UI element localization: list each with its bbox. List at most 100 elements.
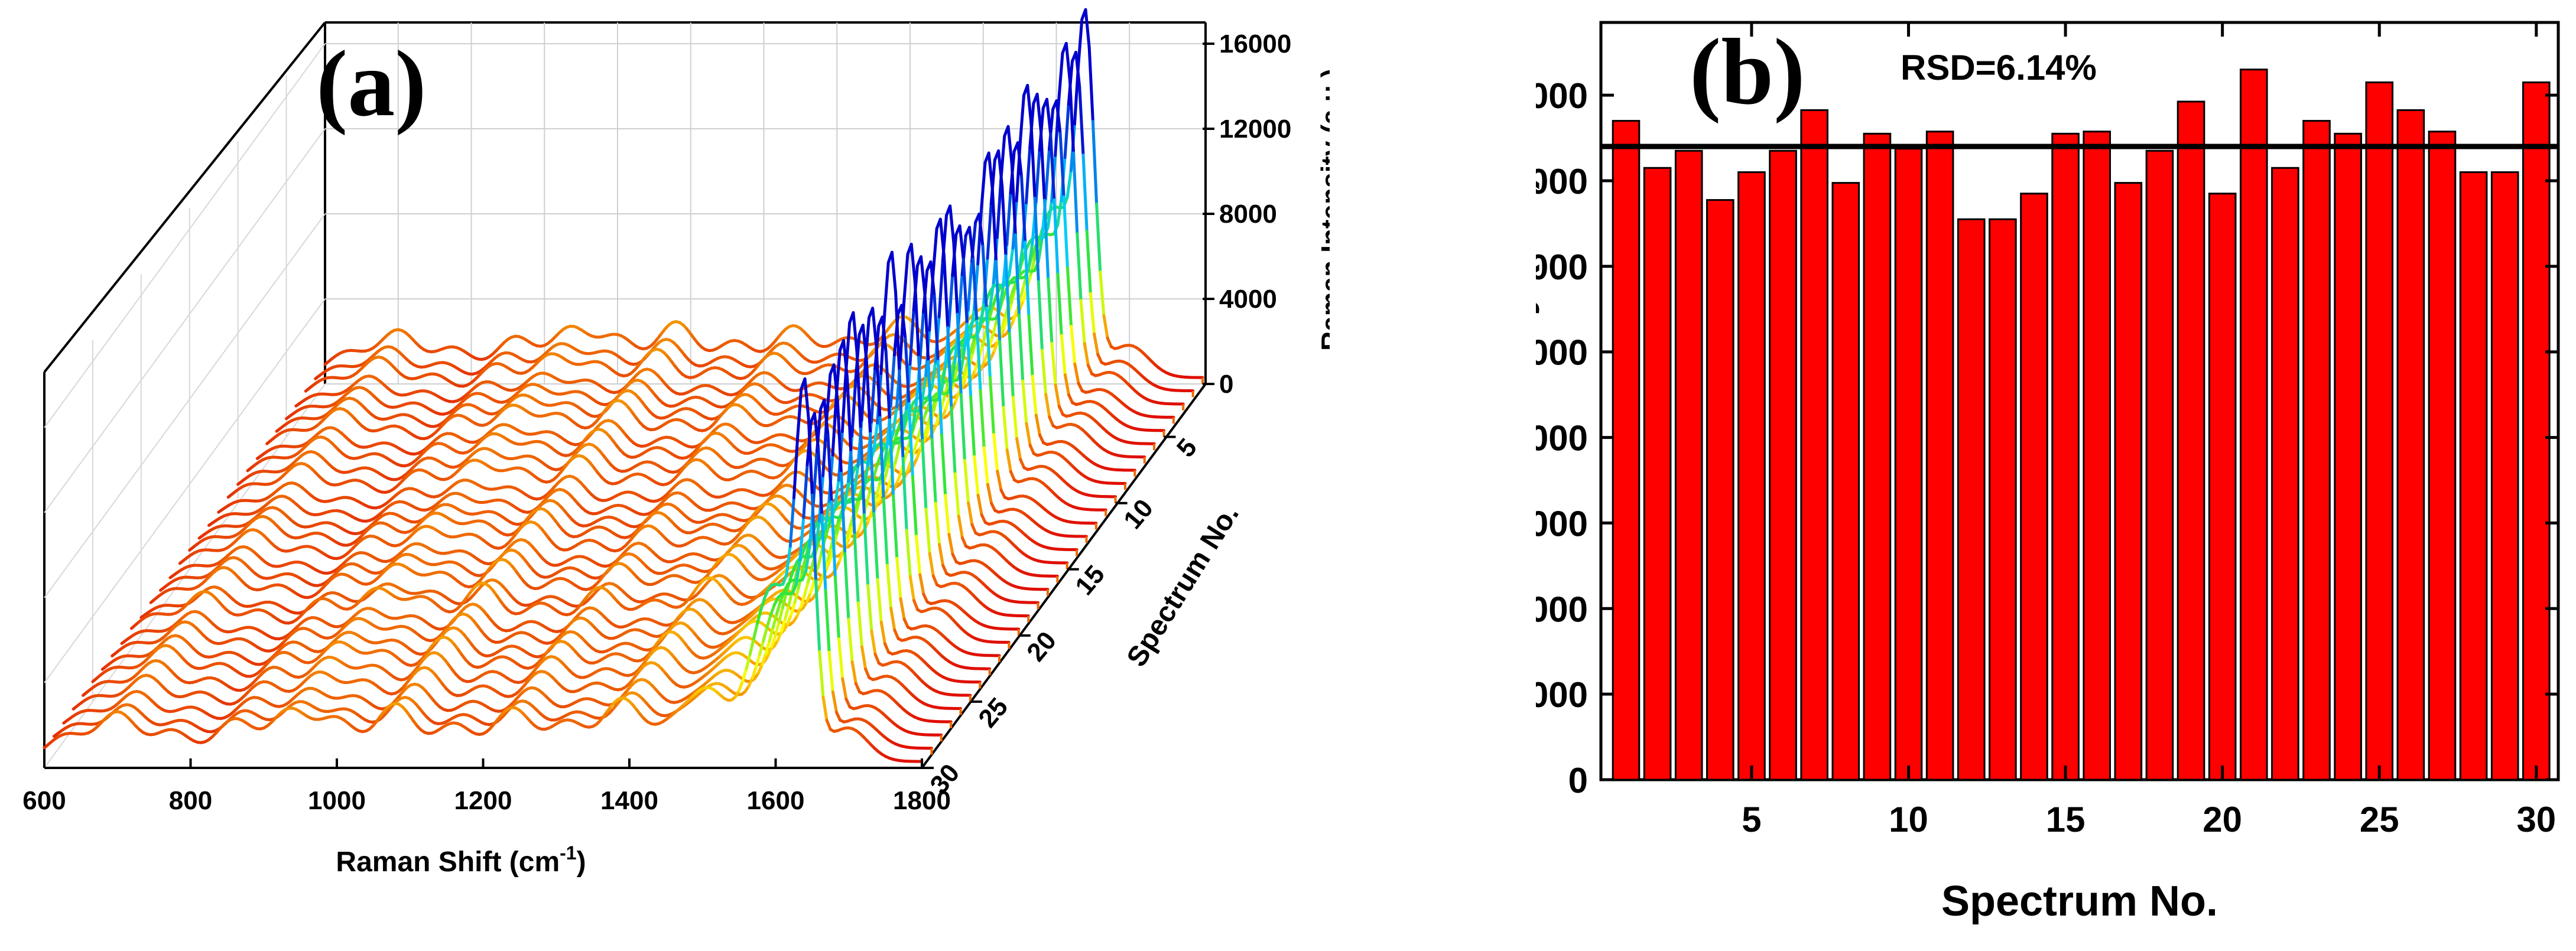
spectrum-12-segment [981,245,988,310]
spectrum-4-segment [1000,314,1007,330]
spectrum-17-segment [944,494,951,536]
spectrum-14-segment [965,323,973,399]
spectrum-12-segment [915,447,922,460]
spectrum-11-segment [995,259,1002,343]
spectrum-11-segment [990,188,998,263]
spectrum-13-segment [957,273,964,325]
spectrum-16-segment [895,422,902,436]
spectrum-20-segment [915,535,922,577]
spectrum-16-segment [953,472,960,518]
spectrum-18-segment [934,501,941,546]
spectrum-7-segment [1040,349,1048,396]
spectrum-6-segment [1042,198,1050,281]
spectrum-6-segment [1050,341,1057,387]
spectrum-12-segment [922,422,930,438]
spectrum-14-segment [973,455,980,497]
spectrum-4-segment [1007,289,1015,305]
spectrum-10-segment [1004,254,1011,335]
spectrum-11-segment [1009,470,1016,482]
spectrum-9-segment [941,406,948,419]
spectrum-10-segment [979,301,986,329]
spectrum-4-segment [1062,195,1069,270]
spectrum-15-segment [886,474,894,490]
spectrum-3-segment [1086,363,1094,376]
spectrum-13-segment [982,446,989,486]
spectrum-11-segment [987,151,994,191]
spectrum-7-segment [1029,122,1037,200]
spectrum-3-segment [1068,79,1076,155]
spectrum-4-segment [1066,266,1073,328]
spectrum-5-segment [1034,148,1041,204]
spectrum-18-segment [937,543,945,567]
spectrum-6-segment [1017,246,1024,274]
spectrum-11-segment [925,422,932,437]
spectrum-1-segment [1084,8,1091,50]
spectrum-7-segment [971,336,978,354]
spectrum-17-segment [867,508,874,522]
spectrum-3-segment [1057,51,1064,100]
spectrum-8-segment [1031,374,1038,417]
spectrum-1-segment [1018,298,1025,311]
spectrum-8-segment [1027,314,1034,378]
spectrum-6-segment [1057,405,1064,416]
spectrum-5-segment [1056,272,1063,337]
spectrum-15-segment [959,393,966,462]
spectrum-12-segment [930,399,937,413]
spectrum-6-segment [1047,277,1054,345]
spectrum-10-segment [1011,396,1019,440]
spectrum-3-segment [1083,341,1090,367]
spectrum-19-segment [902,252,909,303]
spectrum-4-segment [993,339,1000,353]
spectrum-2-segment [1056,198,1063,227]
spectrum-5-segment [1045,97,1053,135]
spectrum-3-segment [1079,299,1086,345]
spectrum-5-segment [1063,373,1071,397]
spectrum-6-segment [980,330,987,347]
spectrum-16-segment [957,514,964,539]
spectrum-4-segment [1055,99,1062,135]
spectrum-8-segment [1034,413,1041,437]
spectrum-4-segment [1073,362,1080,385]
grid-line [44,213,326,598]
spectrum-12-segment [985,306,992,379]
spectrum-1-segment [1106,336,1113,349]
spectrum-12-segment [966,260,973,312]
spectrum-7-segment [1037,280,1044,352]
spectrum-1-segment [1099,270,1106,317]
spectrum-2-segment [1074,50,1081,89]
spectrum-13-segment [972,258,979,323]
spectrum-13-segment [986,483,993,505]
spectrum-19-segment [924,507,931,555]
spectrum-3-segment [1002,315,1009,330]
spectrum-11-segment [969,308,976,337]
spectrum-7-segment [1048,415,1055,428]
spectrum-15-segment [894,447,901,465]
spectrum-15-segment [948,204,956,245]
spectrum-2-segment [1078,86,1085,157]
spectrum-9-segment [944,395,951,410]
spectrum-9-segment [1028,444,1035,455]
spectrum-2-segment [1089,292,1096,336]
spectrum-19-segment [917,355,924,442]
spectrum-10-segment [986,202,993,260]
spectrum-10-segment [931,422,938,434]
spectrum-1-segment [1102,314,1109,340]
spectrum-2-segment [1081,153,1089,233]
spectrum-3-segment [1046,200,1053,229]
spectrum-7-segment [1008,246,1015,276]
spectrum-14-segment [903,444,910,461]
grid-line [44,43,326,428]
spectrum-5-segment [990,323,998,340]
spectrum-15-segment [956,312,963,396]
spectrum-2-segment [1085,229,1092,295]
spectrum-15-segment [970,523,977,535]
spectrum-7-segment [1033,196,1040,284]
spectrum-9-segment [1025,422,1032,447]
spectrum-12-segment [996,470,1003,492]
spectrum-11-segment [1002,406,1009,452]
spectrum-7-segment [1018,93,1026,144]
spectrum-8-segment [954,389,961,403]
spectrum-17-segment [947,533,954,556]
spectrum-14-segment [947,273,954,328]
